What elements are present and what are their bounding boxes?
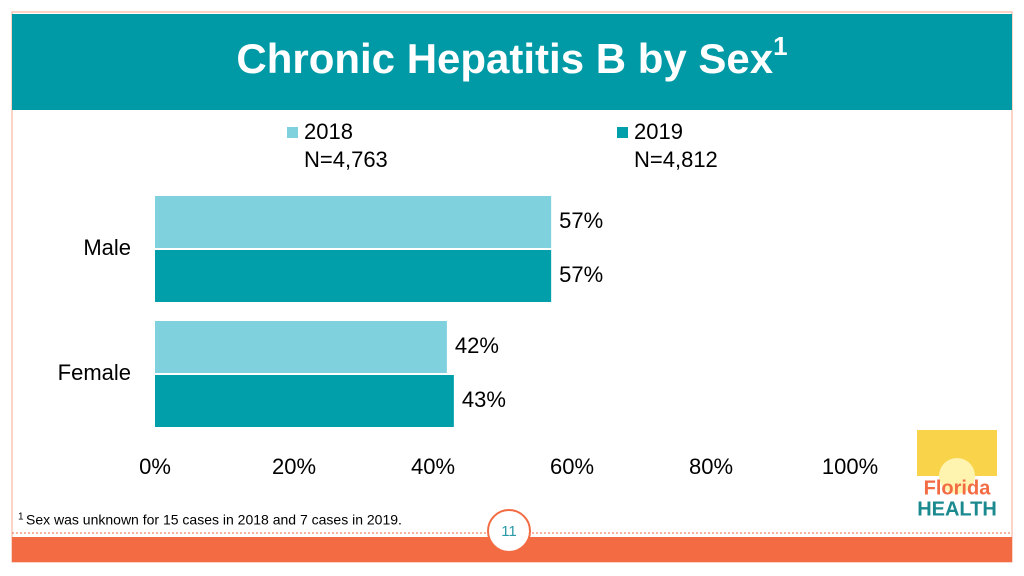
x-tick-label: 0%: [139, 454, 171, 479]
footnote-text: Sex was unknown for 15 cases in 2018 and…: [26, 512, 402, 528]
value-label: 57%: [559, 208, 603, 233]
y-tick-label: Female: [58, 360, 131, 385]
title-text: Chronic Hepatitis B by Sex: [236, 35, 773, 82]
bar: [155, 196, 552, 248]
chart-title: Chronic Hepatitis B by Sex1: [236, 31, 787, 82]
header-band: [12, 14, 1012, 110]
legend-sample-size: N=4,812: [634, 147, 718, 172]
x-tick-label: 20%: [272, 454, 316, 479]
logo-sun: [939, 458, 975, 494]
logo-line1: Florida: [924, 477, 992, 499]
x-tick-label: 40%: [411, 454, 455, 479]
page-number: 11: [501, 523, 517, 540]
legend-label: 2018: [304, 119, 353, 144]
legend-sample-size: N=4,763: [304, 147, 388, 172]
logo-line2: HEALTH: [917, 498, 997, 520]
bar: [155, 375, 454, 427]
x-tick-label: 80%: [689, 454, 733, 479]
legend-label: 2019: [634, 119, 683, 144]
logo: Florida HEALTH: [917, 430, 997, 520]
y-tick-label: Male: [83, 235, 131, 260]
legend-swatch: [287, 127, 298, 138]
footnote-marker: 1: [18, 512, 24, 523]
value-label: 42%: [455, 333, 499, 358]
legend-swatch: [617, 127, 628, 138]
bar: [155, 250, 552, 302]
page-number-badge: [487, 509, 531, 553]
bar: [155, 321, 447, 373]
x-tick-label: 60%: [550, 454, 594, 479]
value-label: 43%: [462, 387, 506, 412]
title-marker: 1: [773, 31, 787, 61]
x-tick-label: 100%: [822, 454, 878, 479]
value-label: 57%: [559, 262, 603, 287]
